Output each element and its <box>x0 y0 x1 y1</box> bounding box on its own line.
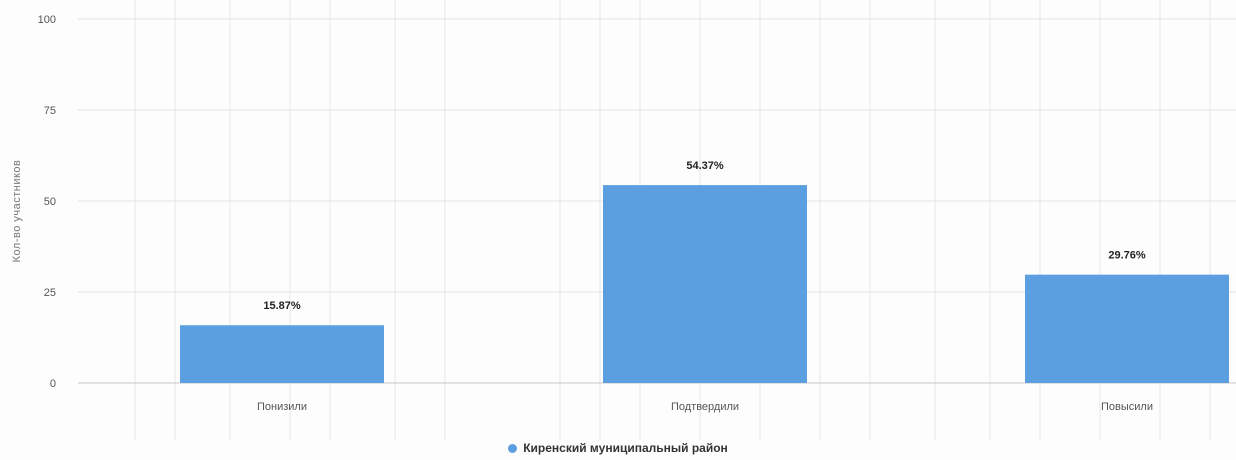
y-tick-label: 0 <box>50 378 56 390</box>
bar-data-label: 29.76% <box>1108 250 1146 262</box>
y-tick-label: 50 <box>44 196 56 208</box>
y-tick-label: 75 <box>44 105 56 117</box>
x-category-label: Понизили <box>257 401 307 413</box>
bar-data-label: 54.37% <box>686 160 724 172</box>
x-category-label: Повысили <box>1101 401 1153 413</box>
legend-label: Киренский муниципальный район <box>523 441 728 455</box>
bar[interactable] <box>1025 274 1229 383</box>
legend-marker <box>508 444 518 453</box>
chart-legend[interactable]: Киренский муниципальный район <box>0 441 1236 455</box>
y-axis-title: Кол-во участников <box>11 160 23 263</box>
y-tick-label: 100 <box>38 14 56 26</box>
bar-data-label: 15.87% <box>263 300 301 312</box>
bar[interactable] <box>180 325 384 383</box>
y-tick-label: 25 <box>44 287 56 299</box>
x-category-label: Подтвердили <box>671 401 739 413</box>
bar[interactable] <box>603 185 807 383</box>
